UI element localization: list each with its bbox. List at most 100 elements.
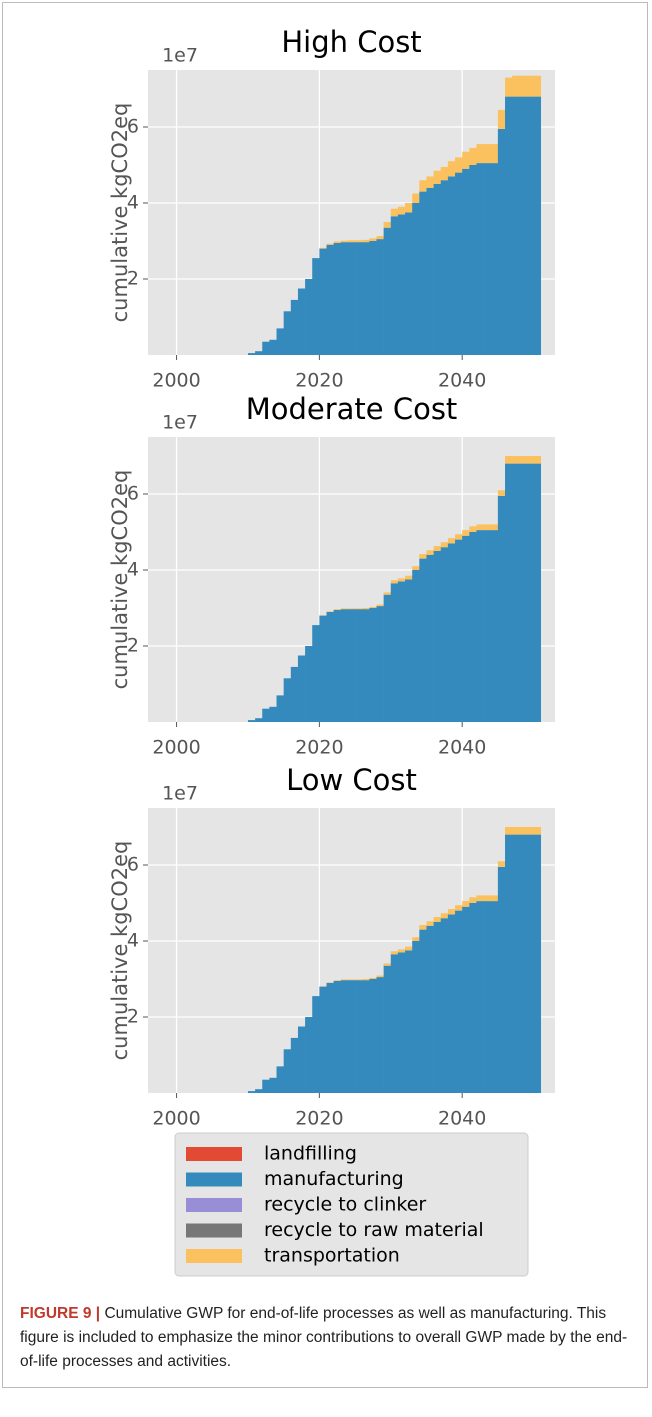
bar-segment <box>476 901 484 1093</box>
bar-segment <box>326 982 334 1093</box>
bar-segment <box>405 950 413 1093</box>
bar-segment <box>283 311 292 355</box>
bar-segment <box>340 980 349 1093</box>
bar-segment <box>383 592 392 595</box>
bar-segment <box>412 937 420 941</box>
legend-swatch <box>186 1147 242 1161</box>
bar-segment <box>326 243 334 245</box>
bar-segment <box>305 646 313 722</box>
bar-segment <box>469 897 477 903</box>
bar-segment <box>347 609 356 722</box>
bar-segment <box>440 547 449 722</box>
bar-segment <box>483 895 492 902</box>
bar-segment <box>340 979 349 981</box>
x-tick-label: 2000 <box>152 737 200 759</box>
y-tick-label: 4 <box>127 192 139 214</box>
bar-segment <box>490 163 499 355</box>
x-tick-label: 2000 <box>152 370 200 392</box>
bar-segment <box>440 166 449 181</box>
bar-segment <box>340 240 349 243</box>
bar-segment <box>526 96 534 355</box>
bar-segment <box>369 606 377 608</box>
bar-segment <box>512 834 520 1093</box>
bar-segment <box>519 96 527 355</box>
bar-segment <box>269 339 277 355</box>
bar-segment <box>433 170 442 184</box>
bar-segment <box>383 963 392 966</box>
bar-segment <box>397 949 406 953</box>
bar-segment <box>390 954 399 1093</box>
x-tick-label: 2000 <box>152 1108 200 1130</box>
offset-label: 1e7 <box>162 412 198 434</box>
bar-segment <box>426 550 434 555</box>
bar-segment <box>397 952 406 1093</box>
bar-segment <box>383 227 392 355</box>
bar-segment <box>247 720 256 722</box>
bar-segment <box>440 180 449 355</box>
bar-segment <box>462 535 470 722</box>
bar-segment <box>519 834 527 1093</box>
bar-segment <box>369 241 377 355</box>
bar-segment <box>347 979 356 981</box>
legend-label: transportation <box>264 1245 400 1267</box>
bar-segment <box>433 917 442 922</box>
bar-segment <box>369 977 377 979</box>
caption: FIGURE 9 | Cumulative GWP for end-of-lif… <box>20 1302 632 1374</box>
bar-segment <box>355 608 363 610</box>
bar-segment <box>483 530 492 722</box>
bar-segment <box>455 905 463 911</box>
bar-segment <box>247 353 256 355</box>
bar-segment <box>312 996 320 1093</box>
bar-segment <box>526 456 534 464</box>
bar-segment <box>405 579 413 722</box>
x-tick-label: 2020 <box>295 737 343 759</box>
bar-segment <box>490 901 499 1093</box>
bar-segment <box>526 463 534 722</box>
bar-segment <box>419 929 427 1093</box>
bar-segment <box>333 241 342 243</box>
bar-segment <box>376 604 384 607</box>
bar-segment <box>333 242 342 355</box>
bar-segment <box>269 706 277 722</box>
bar-segment <box>512 75 520 97</box>
bar-segment <box>462 168 470 355</box>
bar-segment <box>519 827 527 835</box>
bar-segment <box>390 951 399 955</box>
bar-segment <box>483 524 492 531</box>
bar-segment <box>405 212 413 355</box>
bar-segment <box>533 96 542 355</box>
bar-segment <box>519 75 527 97</box>
bar-segment <box>505 463 513 722</box>
bar-segment <box>390 580 399 584</box>
bar-segment <box>512 456 520 464</box>
bar-segment <box>447 543 456 722</box>
figure: 2000 2020 2040 2 4 6 High Cost 1e7 cumulative kg… <box>108 25 555 1277</box>
x-tick-label: 2020 <box>295 370 343 392</box>
bar-segment <box>419 191 427 355</box>
bar-segment <box>276 1066 284 1093</box>
legend-swatch <box>186 1172 242 1187</box>
bar-segment <box>455 910 463 1093</box>
bar-segment <box>347 240 356 243</box>
bar-segment <box>340 608 349 610</box>
y-axis-label: cumulative kgCO2eq <box>108 841 132 1061</box>
bar-segment <box>369 608 377 722</box>
bar-segment <box>355 242 363 355</box>
bar-segment <box>476 163 484 355</box>
bar-segment <box>333 609 342 610</box>
bar-segment <box>455 172 463 355</box>
bar-segment <box>447 176 456 355</box>
bar-segment <box>447 909 456 915</box>
bar-segment <box>269 1077 277 1093</box>
bar-segment <box>405 946 413 951</box>
bar-segment <box>469 147 477 165</box>
bar-segment <box>462 901 470 907</box>
bar-segment <box>326 244 334 355</box>
bar-segment <box>476 144 484 164</box>
legend-label: landfilling <box>264 1143 357 1165</box>
bar-segment <box>533 75 542 97</box>
bar-segment <box>262 1079 270 1093</box>
offset-label: 1e7 <box>162 45 198 67</box>
bar-segment <box>412 570 420 722</box>
bar-segment <box>369 238 377 241</box>
